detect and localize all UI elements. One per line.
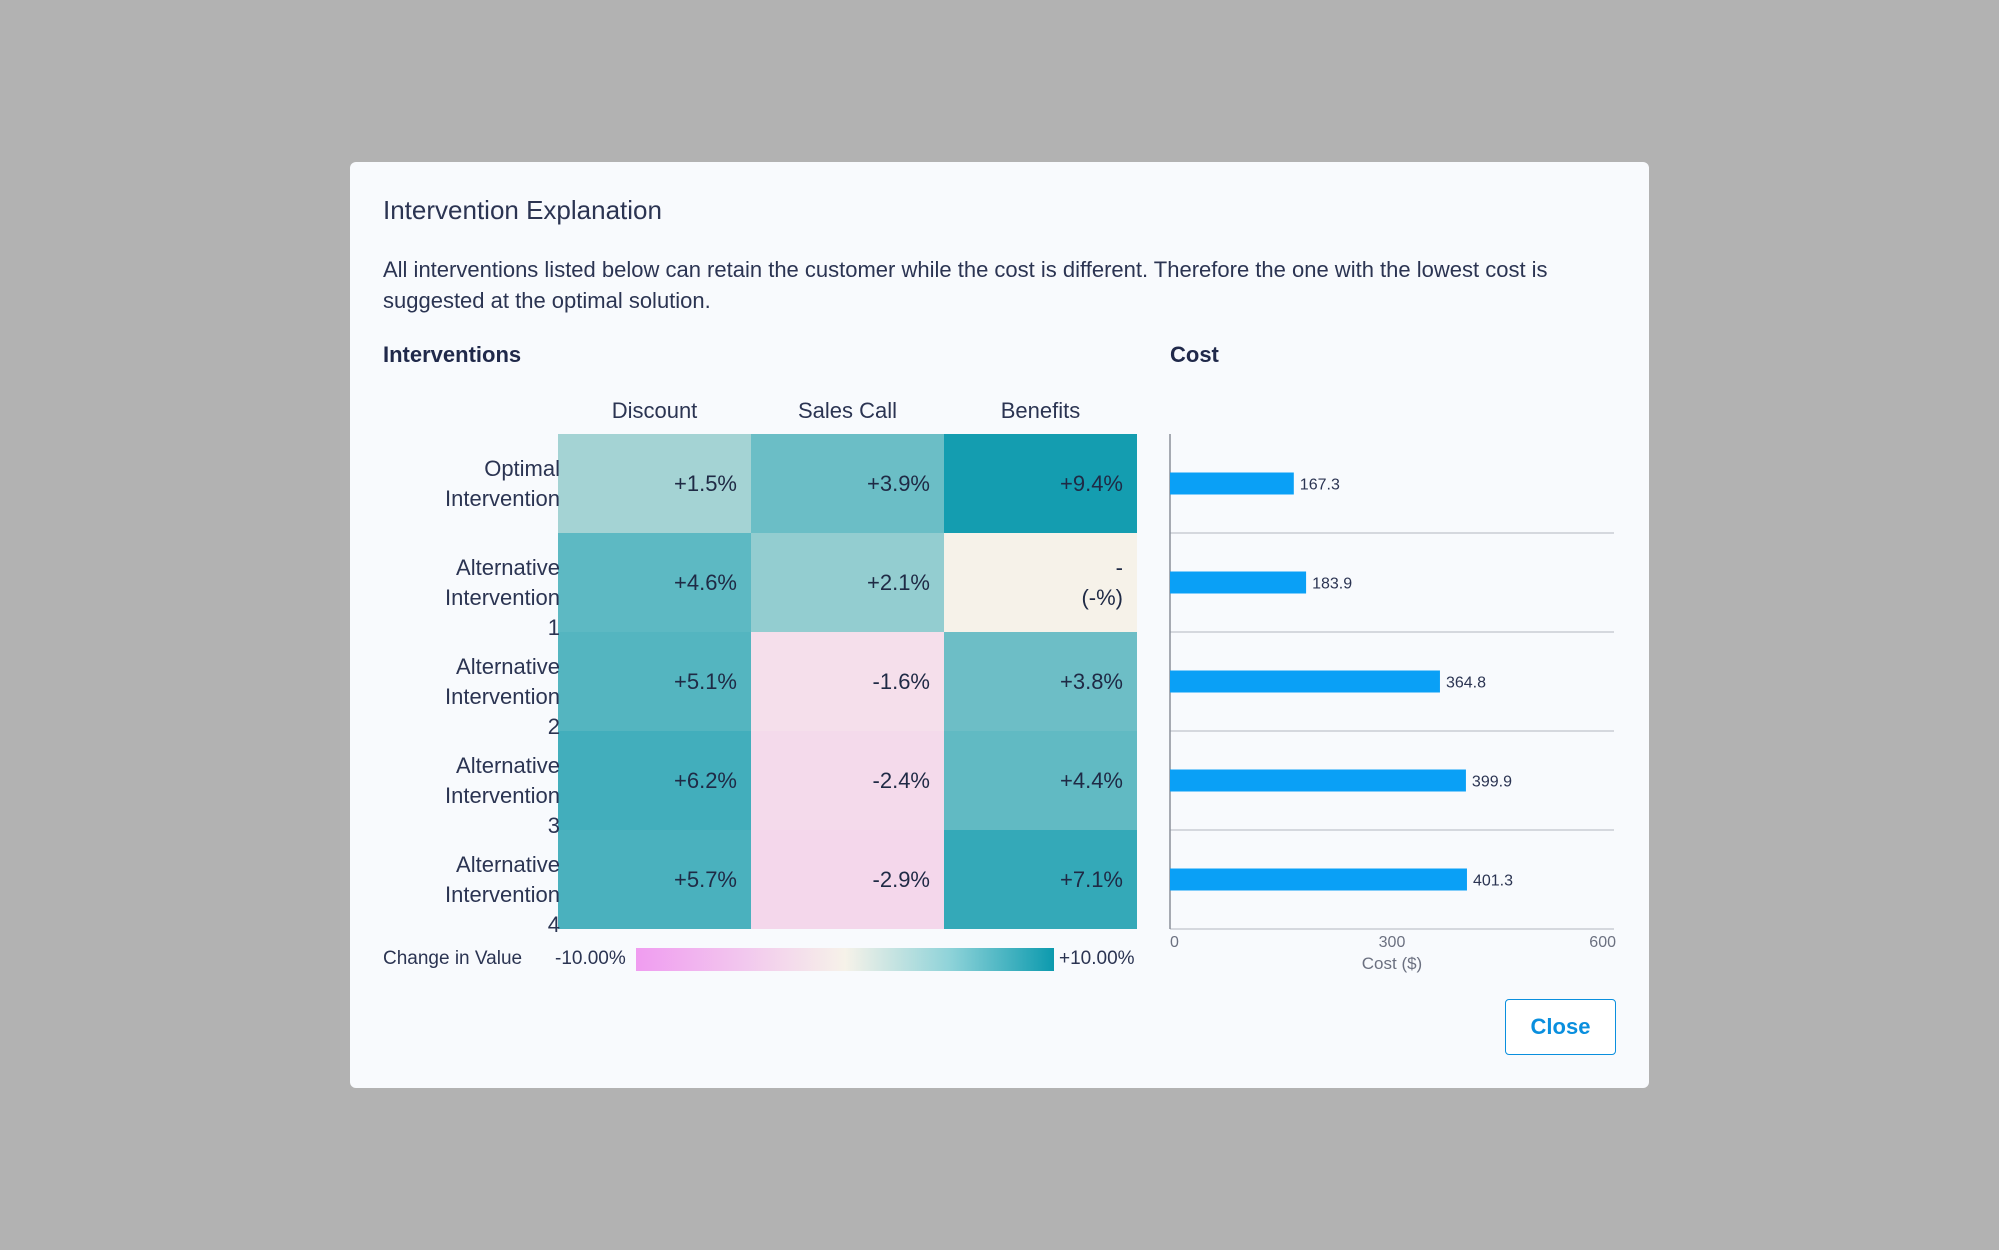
row-label: Alternative Intervention 3 — [445, 752, 560, 838]
heatmap-cell-value: - (-%) — [1081, 554, 1123, 610]
row-label: Alternative Intervention 4 — [445, 851, 560, 937]
cost-bar-label: 364.8 — [1446, 675, 1486, 692]
row-label: Alternative Intervention 1 — [445, 554, 560, 640]
heatmap-cell: +5.7% — [558, 830, 751, 929]
heatmap-cell: +2.1% — [751, 533, 944, 632]
heatmap-cell: +9.4% — [944, 434, 1137, 533]
heatmap-cell: +4.6% — [558, 533, 751, 632]
cost-bar-label: 399.9 — [1472, 774, 1512, 791]
heatmap-cell-value: -1.6% — [872, 668, 930, 694]
heatmap-cell-value: +4.4% — [1060, 767, 1123, 793]
heatmap-cell-value: +5.1% — [674, 668, 737, 694]
heatmap-cell-value: +1.5% — [674, 470, 737, 496]
legend-title: Change in Value — [383, 948, 523, 969]
heatmap-cell-value: +2.1% — [867, 569, 930, 595]
row-label: Optimal Intervention — [445, 455, 560, 511]
heatmap-cell: +7.1% — [944, 830, 1137, 929]
cost-bar-label: 167.3 — [1300, 477, 1340, 494]
heatmap-cell: -2.9% — [751, 830, 944, 929]
x-tick-label: 600 — [1589, 934, 1616, 951]
heatmap-cell: +6.2% — [558, 731, 751, 830]
x-tick-label: 0 — [1170, 934, 1179, 951]
column-header-discount: Discount — [611, 398, 698, 423]
heatmap-cell: +4.4% — [944, 731, 1137, 830]
cost-bar — [1170, 868, 1467, 891]
heatmap-cell: -2.4% — [751, 731, 944, 830]
x-axis-label: Cost ($) — [1362, 954, 1422, 973]
column-header-benefits: Benefits — [1000, 398, 1081, 423]
legend-gradient-bar — [636, 948, 1054, 971]
heatmap-cell-value: +9.4% — [1060, 470, 1123, 496]
heatmap-cell: - (-%) — [944, 533, 1137, 632]
heatmap-cell-value: +5.7% — [674, 866, 737, 892]
heatmap-cell-value: +6.2% — [674, 767, 737, 793]
close-button[interactable]: Close — [1505, 999, 1616, 1055]
cost-bar — [1170, 670, 1440, 693]
cost-bar — [1170, 769, 1466, 792]
dialog-description: All interventions listed below can retai… — [383, 257, 1548, 313]
legend-min-label: -10.00% — [555, 948, 626, 969]
heatmap-cell-value: +4.6% — [674, 569, 737, 595]
heatmap-cell: +1.5% — [558, 434, 751, 533]
cost-bar-label: 401.3 — [1473, 873, 1513, 890]
heatmap-cell-value: +3.9% — [867, 470, 930, 496]
cost-bar — [1170, 571, 1307, 594]
cost-bar — [1170, 472, 1294, 495]
column-header-sales-call: Sales Call — [797, 398, 898, 423]
heatmap-cell: -1.6% — [751, 632, 944, 731]
row-label: Alternative Intervention 2 — [445, 653, 560, 739]
cost-title: Cost — [1170, 342, 1219, 367]
cost-bar-label: 183.9 — [1312, 576, 1352, 593]
interventions-title: Interventions — [383, 342, 522, 367]
heatmap-cell-value: -2.4% — [872, 767, 930, 793]
heatmap-cell: +3.9% — [751, 434, 944, 533]
x-tick-label: 300 — [1379, 934, 1406, 951]
heatmap-cell-value: +3.8% — [1060, 668, 1123, 694]
heatmap-cell: +5.1% — [558, 632, 751, 731]
heatmap-cell: +3.8% — [944, 632, 1137, 731]
heatmap-cell-value: +7.1% — [1060, 866, 1123, 892]
dialog-title: Intervention Explanation — [383, 195, 662, 225]
intervention-dialog: Intervention Explanation All interventio… — [350, 162, 1649, 1088]
heatmap-cell-value: -2.9% — [872, 866, 930, 892]
cost-bar-chart: 167.3 183.9 364.8 399.9 401.3 0 300 600 Cost ($) — [1169, 434, 1616, 973]
legend-max-label: +10.00% — [1059, 948, 1135, 969]
